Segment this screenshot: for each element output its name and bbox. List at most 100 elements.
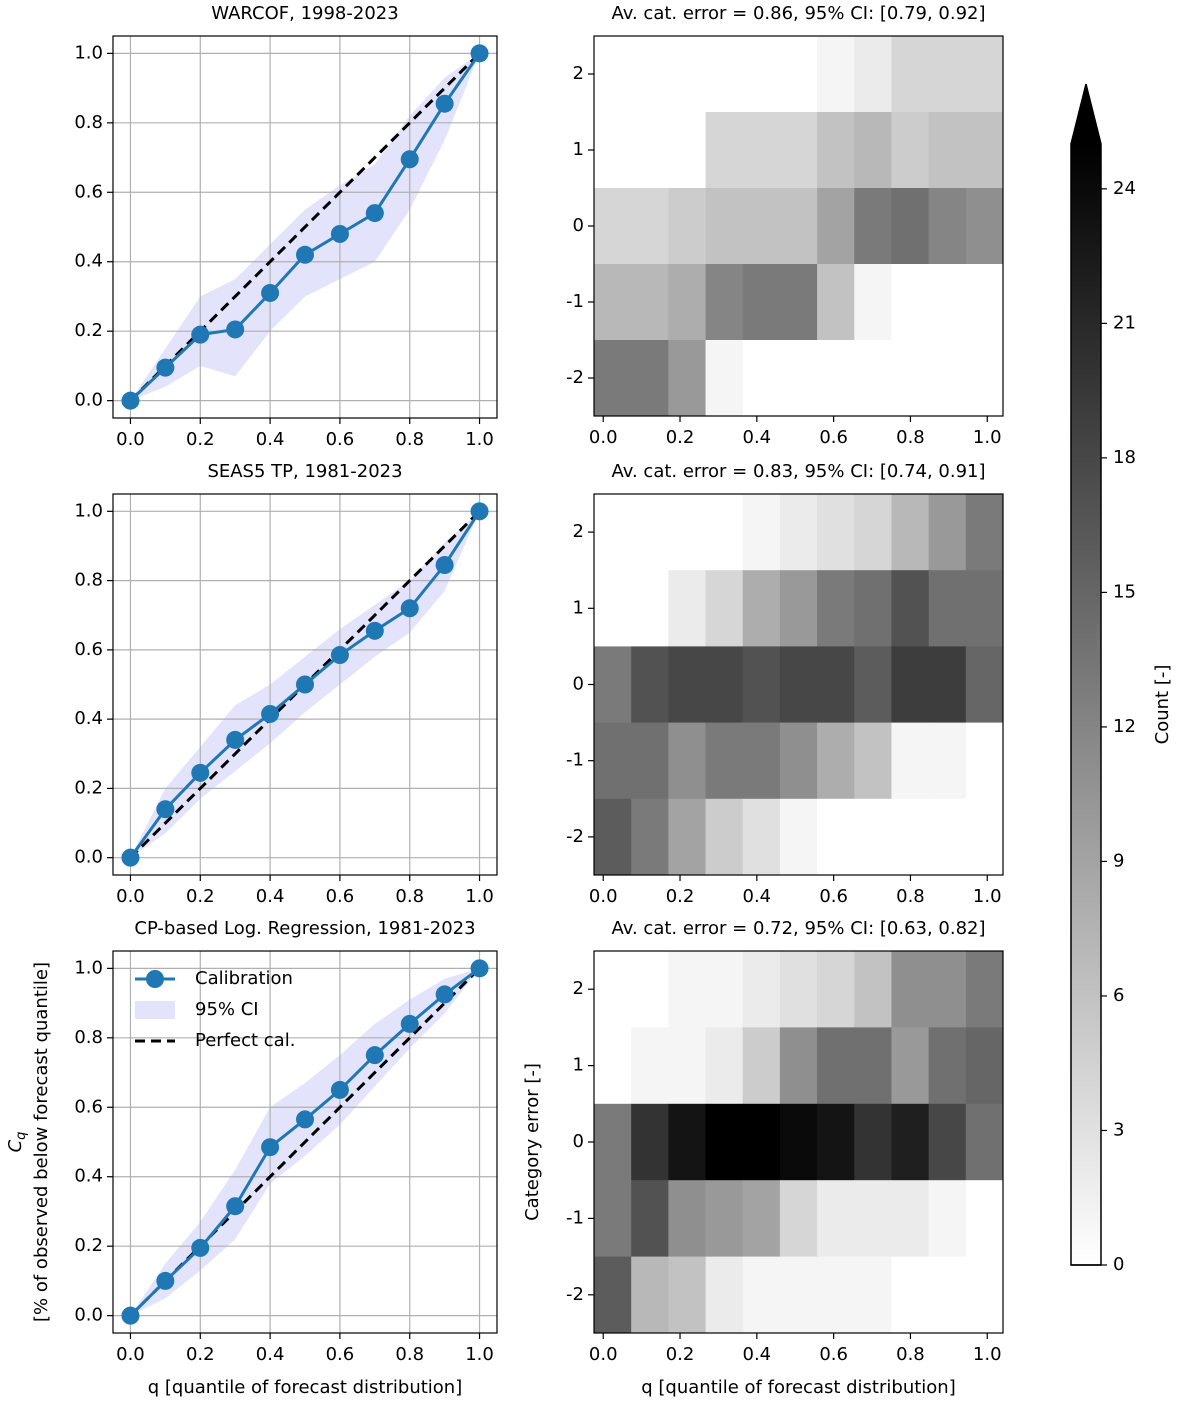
axes-frame <box>593 493 1004 876</box>
y-tick-label: -1 <box>566 291 584 312</box>
heatmap-cell <box>779 112 818 189</box>
heatmap-cell <box>965 722 1004 800</box>
heatmap-cell <box>891 570 930 647</box>
x-tick-label: 0.0 <box>116 1344 145 1365</box>
heatmap-cell <box>854 1256 892 1334</box>
x-tick-label: 0.2 <box>666 427 695 448</box>
heatmap-cell <box>631 188 669 265</box>
x-tick-label: 0.6 <box>819 886 848 907</box>
x-tick-label: 1.0 <box>973 427 1002 448</box>
heatmap-cell <box>965 951 1004 1028</box>
heatmap-cell <box>854 112 892 189</box>
heatmap-cell <box>854 188 892 265</box>
heatmap-cell <box>742 951 781 1028</box>
heatmap-cell <box>631 494 669 571</box>
reference-line <box>129 52 481 402</box>
y-tick-label: 2 <box>573 521 584 542</box>
heatmap-cell <box>854 340 892 417</box>
x-tick-label: 0.8 <box>395 886 424 907</box>
calibration-point <box>261 1138 280 1157</box>
y-axis-symbol-main: C <box>5 1139 26 1152</box>
heatmap-cell <box>854 1180 892 1258</box>
x-tick-label: 0.0 <box>589 1344 618 1365</box>
heatmap-cell <box>965 188 1004 265</box>
colorbar-tick-label: 12 <box>1113 716 1136 737</box>
calibration-point <box>296 675 314 694</box>
calibration-point <box>191 1238 210 1257</box>
heatmap-cell <box>965 570 1004 647</box>
heatmap-cell <box>705 951 744 1028</box>
heatmap-cell <box>891 112 930 189</box>
calibration-point <box>400 150 419 169</box>
x-tick-label: 0.8 <box>896 1344 925 1365</box>
x-tick-label: 0.6 <box>326 429 355 450</box>
y-tick-label: 0.0 <box>74 1305 103 1326</box>
heatmap-cell <box>817 1180 855 1258</box>
heatmap-cell <box>631 798 669 876</box>
calibration-point <box>156 800 175 819</box>
heatmap-cell <box>965 1027 1004 1105</box>
y-tick-label: 0 <box>573 674 584 695</box>
y-axis-label: [% of observed below forecast quantile] <box>31 962 52 1322</box>
heatmap-cell <box>631 36 669 113</box>
heatmap-cell <box>631 340 669 417</box>
x-tick-label: 0.4 <box>256 886 285 907</box>
heatmap-cell <box>631 264 669 341</box>
x-tick-label: 0.6 <box>326 1344 355 1365</box>
x-tick-label: 1.0 <box>973 886 1002 907</box>
heatmap-cell <box>817 646 855 724</box>
heatmap-cell <box>779 494 818 571</box>
heatmap-cell <box>779 951 818 1028</box>
calibration-point <box>156 358 175 377</box>
heatmap-cell <box>854 951 892 1028</box>
x-tick-label: 0.4 <box>256 429 285 450</box>
heatmap-cell <box>928 570 967 647</box>
heatmap-cell <box>928 36 967 113</box>
heatmap-cell <box>928 494 967 571</box>
colorbar-tick-label: 18 <box>1113 447 1136 468</box>
heatmap-cell <box>668 1180 707 1258</box>
heatmap-cell <box>668 340 707 417</box>
heatmap-cell <box>965 798 1004 876</box>
heatmap-cell <box>817 951 855 1028</box>
x-tick-label: 0.4 <box>743 1344 772 1365</box>
heatmap-cell <box>594 570 632 647</box>
calibration-point <box>261 283 280 302</box>
heatmap-cell <box>779 1256 818 1334</box>
y-tick-label: 0.0 <box>74 390 103 411</box>
heatmap-cell <box>928 1103 967 1181</box>
heatmap-cell <box>742 646 781 724</box>
heatmap-cell <box>779 646 818 724</box>
heatmap-cell <box>891 1027 930 1105</box>
heatmap-cell <box>668 1103 707 1181</box>
calibration-point <box>400 1014 419 1033</box>
heatmap-cell <box>668 570 707 647</box>
legend-marker <box>146 970 164 988</box>
heatmap-cell <box>705 1180 744 1258</box>
colorbar-label: Count [-] <box>1152 665 1173 745</box>
heatmap-cell <box>705 646 744 724</box>
heatmap-cell <box>705 570 744 647</box>
y-tick-label: 0.6 <box>74 1096 103 1117</box>
heatmap-cell <box>891 1256 930 1334</box>
calibration-point <box>226 320 245 339</box>
calibration-point <box>121 1306 140 1325</box>
x-tick-label: 0.8 <box>395 429 424 450</box>
y-tick-label: -2 <box>566 1284 584 1305</box>
y-tick-label: 1 <box>573 597 584 618</box>
heatmap-cell <box>631 722 669 800</box>
calibration-point <box>156 1271 175 1290</box>
heatmap-cell <box>854 1027 892 1105</box>
colorbar-tick-label: 0 <box>1113 1254 1124 1275</box>
heatmap-cell <box>891 188 930 265</box>
heatmap-cell <box>742 36 781 113</box>
heatmap-cell <box>779 1027 818 1105</box>
heatmap-cell <box>928 798 967 876</box>
heatmap-cell <box>817 36 855 113</box>
y-axis-symbol-sub: q <box>14 1132 29 1140</box>
chart-title: SEAS5 TP, 1981-2023 <box>207 461 402 482</box>
heatmap-cell <box>817 1256 855 1334</box>
heatmap-cell <box>817 112 855 189</box>
x-tick-label: 0.2 <box>666 886 695 907</box>
